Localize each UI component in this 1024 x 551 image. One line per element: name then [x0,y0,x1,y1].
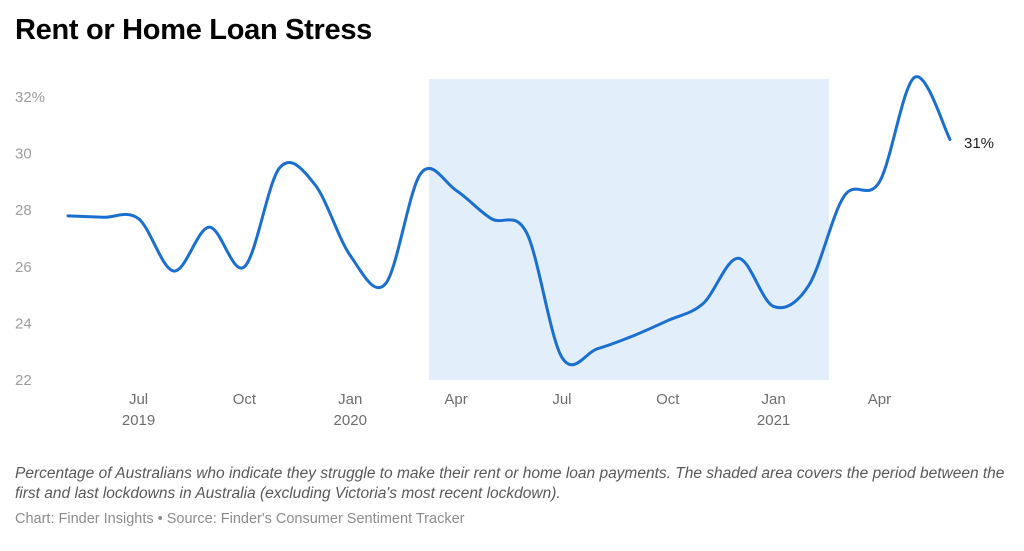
chart-credit: Chart: Finder Insights • Source: Finder'… [15,511,465,527]
y-tick-label: 32% [15,89,45,106]
x-tick-year-label: 2020 [334,412,367,429]
y-tick-label: 26 [15,259,32,276]
x-tick-year-label: 2021 [757,412,790,429]
chart-title: Rent or Home Loan Stress [15,14,372,46]
x-tick-label: Jan [762,391,786,408]
lockdown-shaded-region [429,79,829,380]
end-value-label: 31% [964,135,994,152]
x-tick-label: Oct [233,391,257,408]
x-tick-label: Jan [338,391,362,408]
y-axis: 22 24 26 28 30 32% [15,89,45,389]
line-chart: 22 24 26 28 30 32% Jul 2019 Oct Jan 2020 Apr Jul Oct… [15,75,994,429]
data-line [66,75,952,367]
x-tick-label: Oct [656,391,680,408]
y-tick-label: 28 [15,202,32,219]
chart-caption: Percentage of Australians who indicate t… [15,465,1005,502]
y-tick-label: 30 [15,146,32,163]
x-tick-label: Jul [552,391,571,408]
y-tick-label: 22 [15,372,32,389]
x-tick-label: Jul [129,391,148,408]
x-tick-label: Apr [444,391,467,408]
y-tick-label: 24 [15,315,32,332]
x-tick-year-label: 2019 [122,412,155,429]
x-tick-label: Apr [868,391,891,408]
x-axis: Jul 2019 Oct Jan 2020 Apr Jul Oct Jan 2021 Apr [122,391,891,429]
